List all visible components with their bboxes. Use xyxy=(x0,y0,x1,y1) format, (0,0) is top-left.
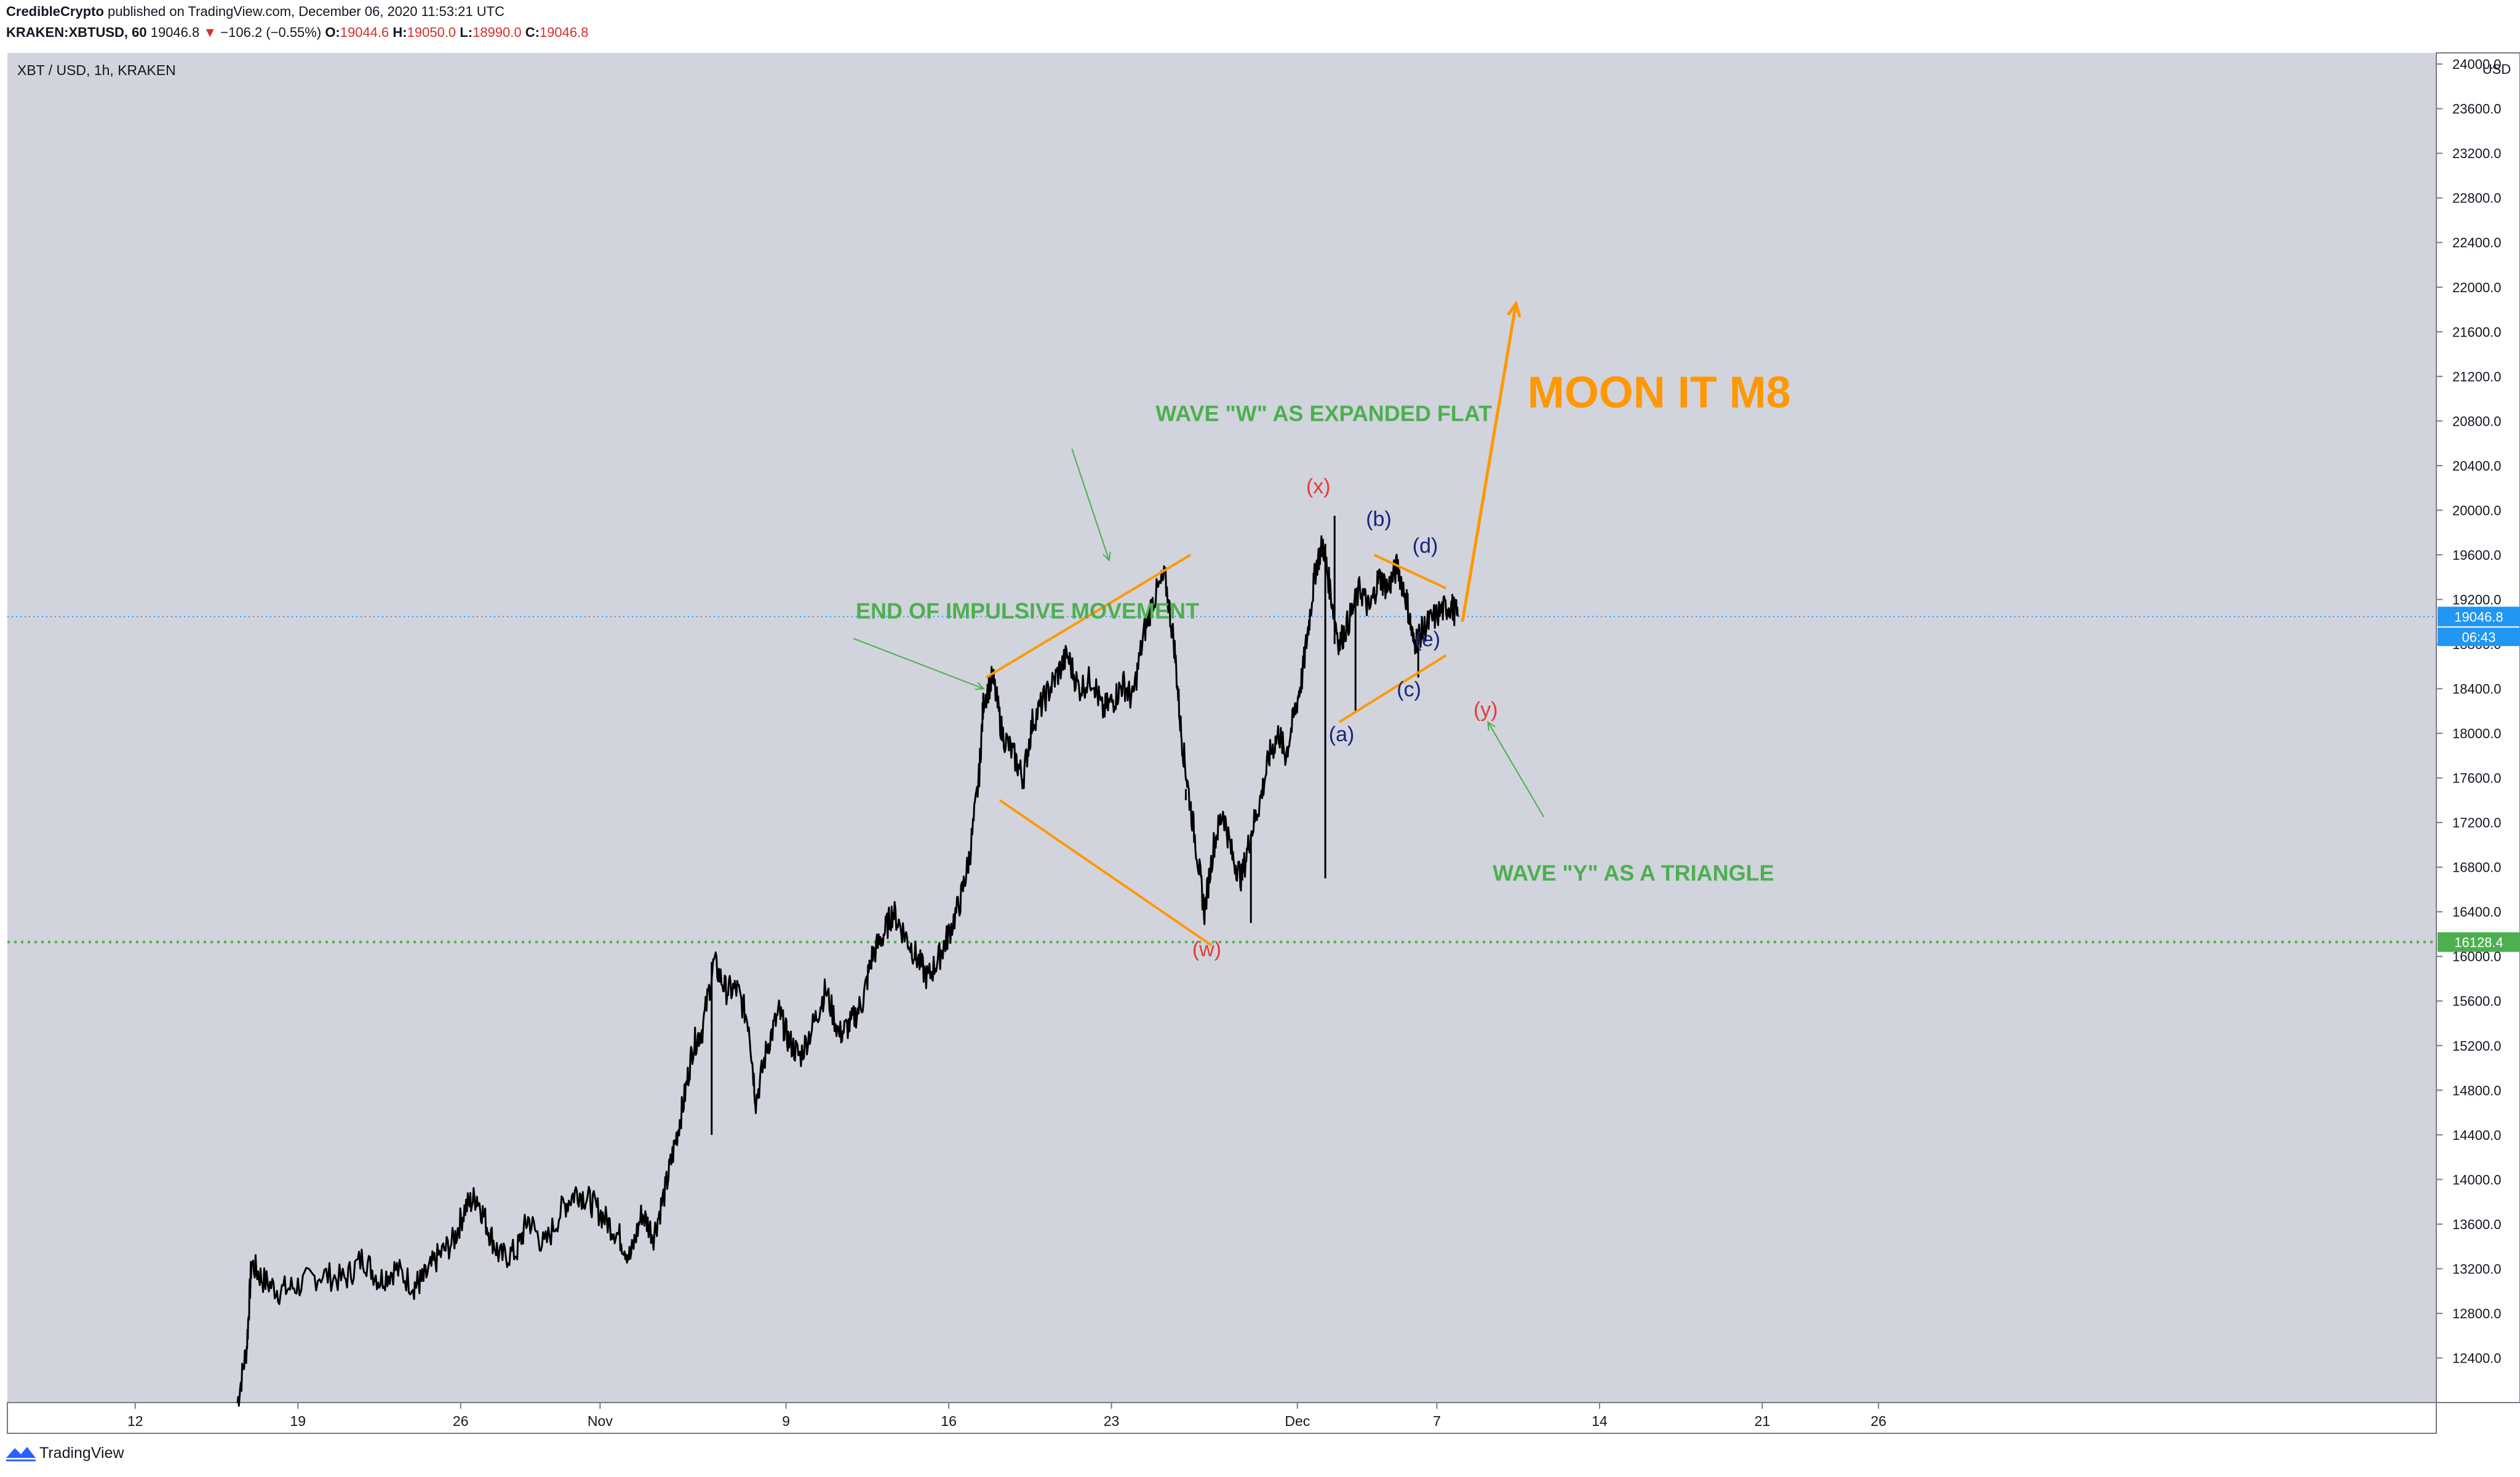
time-axis[interactable] xyxy=(7,1402,2437,1434)
down-arrow-icon: ▼ xyxy=(203,25,217,40)
wave-label: (d) xyxy=(1413,534,1438,557)
y-tick-label: 15200.0 xyxy=(2452,1038,2502,1054)
wave-label: (c) xyxy=(1397,678,1421,701)
x-tick-label: 26 xyxy=(1870,1413,1886,1429)
y-tick-label: 16800.0 xyxy=(2452,860,2502,875)
annotation-arrow[interactable] xyxy=(1487,722,1545,818)
tradingview-brand[interactable]: TradingView xyxy=(39,1444,124,1462)
low-label: L: xyxy=(460,25,473,40)
countdown-tag xyxy=(2438,627,2520,647)
x-tick-label: Nov xyxy=(588,1413,613,1429)
wave-label: (a) xyxy=(1329,723,1355,746)
y-tick-label: 22800.0 xyxy=(2452,191,2502,206)
chart-title: XBT / USD, 1h, KRAKEN xyxy=(17,62,176,78)
annotation-arrow[interactable] xyxy=(1461,303,1518,623)
y-tick-label: 13200.0 xyxy=(2452,1261,2502,1276)
arrow-head xyxy=(1487,720,1496,731)
x-tick-label: 7 xyxy=(1433,1413,1441,1429)
y-tick-label: 22400.0 xyxy=(2452,235,2502,250)
close-label: C: xyxy=(525,25,540,40)
price-axis[interactable] xyxy=(2436,52,2520,1403)
wave-label: (x) xyxy=(1306,475,1331,498)
last-price-tag xyxy=(2438,607,2520,627)
arrow-head xyxy=(1507,300,1521,317)
y-tick-label: 14800.0 xyxy=(2452,1083,2502,1098)
wave-annotation: WAVE "W" AS EXPANDED FLAT xyxy=(1155,400,1492,426)
open-label: O: xyxy=(325,25,340,40)
trendline[interactable] xyxy=(999,799,1213,947)
y-tick-label: 14000.0 xyxy=(2452,1172,2502,1187)
support-price-tag xyxy=(2438,932,2520,952)
x-tick-label: 19 xyxy=(290,1413,306,1429)
chart-plot-area[interactable] xyxy=(7,53,2436,1403)
x-tick-label: Dec xyxy=(1285,1413,1310,1429)
y-tick-label: 23200.0 xyxy=(2452,146,2502,161)
support-price-tag-text: 16128.4 xyxy=(2454,934,2503,950)
wave-label: (y) xyxy=(1473,698,1498,722)
publish-header: CredibleCrypto published on TradingView.… xyxy=(0,0,2520,49)
open-value: 19044.6 xyxy=(340,25,389,40)
price-change: −106.2 (−0.55%) xyxy=(220,25,322,40)
y-tick-label: 13600.0 xyxy=(2452,1217,2502,1232)
y-tick-label: 20000.0 xyxy=(2452,503,2502,518)
trendline[interactable] xyxy=(985,554,1192,679)
last-price-value: 19046.8 xyxy=(150,25,200,40)
symbol-label: KRAKEN:XBTUSD, 60 xyxy=(6,25,147,40)
trendline[interactable] xyxy=(1373,554,1447,590)
trendline[interactable] xyxy=(1338,654,1447,723)
x-tick-label: 23 xyxy=(1104,1413,1120,1429)
arrow-head xyxy=(975,682,985,690)
low-value: 18990.0 xyxy=(472,25,522,40)
y-tick-label: 20800.0 xyxy=(2452,413,2502,429)
wave-annotation: WAVE "Y" AS A TRIANGLE xyxy=(1493,860,1774,885)
y-tick-label: 12400.0 xyxy=(2452,1350,2502,1366)
x-tick-label: 21 xyxy=(1755,1413,1771,1429)
annotation-arrow[interactable] xyxy=(853,638,984,690)
y-tick-label: 24000.0 xyxy=(2452,57,2502,72)
y-tick-label: 21600.0 xyxy=(2452,324,2502,340)
footer xyxy=(0,1433,2520,1477)
y-tick-label: 17600.0 xyxy=(2452,771,2502,786)
y-tick-label: 18400.0 xyxy=(2452,682,2502,697)
wave-label: (e) xyxy=(1415,628,1441,651)
x-tick-label: 16 xyxy=(941,1413,957,1429)
price-series xyxy=(236,535,1459,1407)
y-tick-label: 18000.0 xyxy=(2452,726,2502,741)
high-label: H: xyxy=(393,25,407,40)
y-tick-label: 14400.0 xyxy=(2452,1128,2502,1143)
last-price-tag-text: 19046.8 xyxy=(2454,609,2503,624)
y-tick-label: 20400.0 xyxy=(2452,458,2502,474)
y-tick-label: 19200.0 xyxy=(2452,592,2502,607)
currency-label: USD xyxy=(2482,62,2511,77)
x-tick-label: 26 xyxy=(453,1413,469,1429)
wave-label: (w) xyxy=(1192,938,1221,961)
y-tick-label: 12800.0 xyxy=(2452,1306,2502,1321)
y-tick-label: 22000.0 xyxy=(2452,280,2502,295)
arrow-head xyxy=(1102,552,1111,562)
countdown-tag-text: 06:43 xyxy=(2462,629,2495,645)
y-tick-label: 19600.0 xyxy=(2452,547,2502,563)
high-value: 19050.0 xyxy=(407,25,457,40)
y-tick-label: 16400.0 xyxy=(2452,904,2502,920)
x-tick-label: 14 xyxy=(1592,1413,1608,1429)
y-tick-label: 23600.0 xyxy=(2452,102,2502,117)
tradingview-logo-icon[interactable] xyxy=(5,1443,37,1462)
y-tick-label: 17200.0 xyxy=(2452,815,2502,830)
author-name[interactable]: CredibleCrypto xyxy=(6,4,104,19)
close-value: 19046.8 xyxy=(539,25,589,40)
wave-annotation: END OF IMPULSIVE MOVEMENT xyxy=(856,598,1199,623)
ohlc-line: KRAKEN:XBTUSD, 60 19046.8 ▼ −106.2 (−0.5… xyxy=(6,25,588,41)
y-tick-label: 21200.0 xyxy=(2452,369,2502,384)
x-tick-label: 12 xyxy=(127,1413,143,1429)
wave-label: (b) xyxy=(1366,508,1392,531)
x-tick-label: 9 xyxy=(782,1413,790,1429)
y-tick-label: 15600.0 xyxy=(2452,993,2502,1009)
annotation-arrow[interactable] xyxy=(1071,448,1110,561)
published-text: published on TradingView.com, December 0… xyxy=(108,4,504,19)
moon-annotation: MOON IT M8 xyxy=(1528,368,1791,418)
publish-info: CredibleCrypto published on TradingView.… xyxy=(6,4,504,20)
